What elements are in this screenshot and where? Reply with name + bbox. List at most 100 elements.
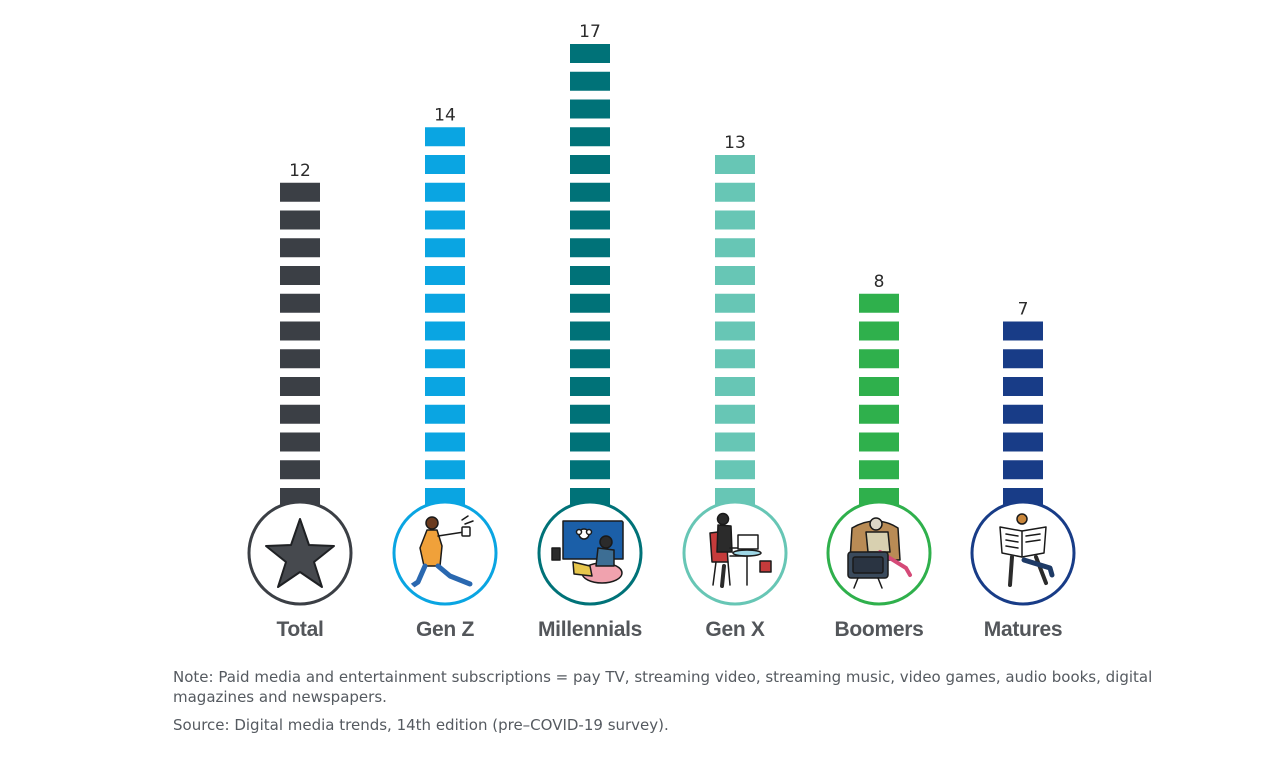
bar-segment <box>280 210 320 230</box>
bar-segment <box>1003 377 1043 396</box>
source-text: Source: Digital media trends, 14th editi… <box>173 716 669 734</box>
bar-segment <box>280 321 320 341</box>
millennials-gaming-icon <box>551 520 624 584</box>
gen-x-laptop-icon <box>709 512 772 588</box>
bar-gen-z <box>425 127 465 507</box>
bar-boomers <box>859 293 899 507</box>
bar-segment <box>425 266 465 285</box>
value-label-boomers: 8 <box>874 272 885 292</box>
bar-segment <box>859 321 899 341</box>
bar-segment <box>570 432 610 452</box>
bar-segment <box>570 460 610 480</box>
gen-z-person-icon <box>409 515 474 589</box>
category-label-matures: Matures <box>984 618 1062 641</box>
bar-segment <box>715 266 755 285</box>
bar-segment <box>1003 404 1043 424</box>
value-label-matures: 7 <box>1018 300 1029 320</box>
bar-chart: 12 14 17 13 8 7 <box>247 22 1076 641</box>
icon-boomers <box>826 500 932 606</box>
bar-segment <box>425 238 465 258</box>
bar-segment <box>715 377 755 396</box>
bar-segment <box>425 293 465 313</box>
bar-segment <box>1003 460 1043 480</box>
bar-segment <box>570 210 610 230</box>
bar-segment <box>570 238 610 258</box>
bar-segment <box>570 155 610 174</box>
bar-segment <box>570 377 610 396</box>
category-label-boomers: Boomers <box>835 618 924 641</box>
bar-segment <box>425 210 465 230</box>
bar-segment <box>280 349 320 369</box>
bar-segment <box>859 460 899 480</box>
category-label-gen-x: Gen X <box>705 618 764 641</box>
bar-segment <box>570 127 610 147</box>
category-label-millennials: Millennials <box>538 618 642 641</box>
bar-millennials <box>570 44 610 507</box>
value-label-gen-x: 13 <box>724 133 746 153</box>
bar-segment <box>425 460 465 480</box>
bar-gen-x <box>715 155 755 507</box>
bar-segment <box>425 321 465 341</box>
note-text: Note: Paid media and entertainment subsc… <box>173 668 1153 706</box>
bars-layer: 12 14 17 13 8 7 <box>280 22 1043 507</box>
bar-segment <box>859 404 899 424</box>
bar-segment <box>859 349 899 369</box>
bar-segment <box>570 266 610 285</box>
bar-segment <box>280 238 320 258</box>
bar-segment <box>859 293 899 313</box>
icon-matures <box>970 500 1076 606</box>
bar-segment <box>425 155 465 174</box>
bar-segment <box>280 432 320 452</box>
matures-newspaper-icon <box>999 513 1055 587</box>
bar-segment <box>425 349 465 369</box>
notes-block: Note: Paid media and entertainment subsc… <box>173 667 1163 735</box>
icon-gen-z <box>392 500 498 606</box>
bar-segment <box>280 266 320 285</box>
bar-segment <box>715 349 755 369</box>
bar-segment <box>1003 321 1043 341</box>
bar-segment <box>280 404 320 424</box>
bar-matures <box>1003 321 1043 507</box>
bar-segment <box>715 238 755 258</box>
bar-segment <box>570 182 610 202</box>
bar-segment <box>1003 349 1043 369</box>
value-label-total: 12 <box>289 161 311 181</box>
bar-segment <box>425 404 465 424</box>
value-label-gen-z: 14 <box>434 105 456 125</box>
category-label-gen-z: Gen Z <box>416 618 474 641</box>
bar-segment <box>715 210 755 230</box>
bar-segment <box>859 377 899 396</box>
bar-segment <box>425 127 465 147</box>
bar-segment <box>570 293 610 313</box>
star-icon <box>265 518 335 588</box>
bar-segment <box>859 432 899 452</box>
bar-total <box>280 182 320 507</box>
boomers-tv-icon <box>847 517 912 589</box>
bar-segment <box>715 182 755 202</box>
bar-segment <box>570 71 610 91</box>
value-label-millennials: 17 <box>579 22 601 42</box>
category-label-total: Total <box>276 618 323 641</box>
bar-segment <box>280 293 320 313</box>
category-labels: Total Gen Z Millennials Gen X Boomers Matures <box>276 618 1062 641</box>
icon-total <box>247 500 353 606</box>
bar-segment <box>715 460 755 480</box>
bar-segment <box>570 99 610 119</box>
bar-segment <box>425 182 465 202</box>
bar-segment <box>280 182 320 202</box>
icon-gen-x <box>682 500 788 606</box>
bar-segment <box>570 321 610 341</box>
bar-segment <box>280 377 320 396</box>
bar-segment <box>715 404 755 424</box>
bar-segment <box>715 155 755 174</box>
bar-segment <box>715 293 755 313</box>
icon-millennials <box>537 500 643 606</box>
bar-segment <box>570 349 610 369</box>
bar-segment <box>425 377 465 396</box>
bar-segment <box>280 460 320 480</box>
bar-segment <box>425 432 465 452</box>
bar-segment <box>570 404 610 424</box>
bar-segment <box>1003 432 1043 452</box>
bar-segment <box>715 432 755 452</box>
bar-segment <box>715 321 755 341</box>
